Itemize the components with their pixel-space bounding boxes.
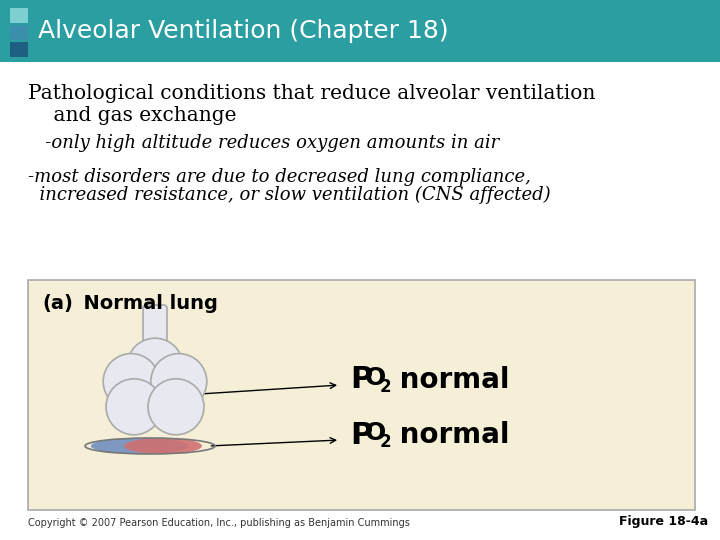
Text: P: P bbox=[350, 421, 372, 449]
Circle shape bbox=[127, 362, 183, 418]
Text: (a): (a) bbox=[42, 294, 73, 313]
Text: O: O bbox=[365, 366, 386, 390]
Text: Figure 18-4a: Figure 18-4a bbox=[619, 515, 708, 528]
Text: Alveolar Ventilation (Chapter 18): Alveolar Ventilation (Chapter 18) bbox=[38, 19, 449, 43]
Text: -only high altitude reduces oxygen amounts in air: -only high altitude reduces oxygen amoun… bbox=[28, 134, 499, 152]
Text: Pathological conditions that reduce alveolar ventilation: Pathological conditions that reduce alve… bbox=[28, 84, 595, 103]
FancyBboxPatch shape bbox=[143, 305, 167, 365]
Bar bbox=[0, 62, 720, 540]
Circle shape bbox=[127, 338, 183, 394]
Text: increased resistance, or slow ventilation (CNS affected): increased resistance, or slow ventilatio… bbox=[28, 186, 551, 204]
Bar bbox=[10, 25, 28, 40]
Text: 2: 2 bbox=[380, 433, 392, 451]
Text: normal: normal bbox=[390, 366, 510, 394]
Bar bbox=[10, 8, 28, 23]
Text: P: P bbox=[350, 366, 372, 395]
Text: and gas exchange: and gas exchange bbox=[28, 106, 236, 125]
Text: Copyright © 2007 Pearson Education, Inc., publishing as Benjamin Cummings: Copyright © 2007 Pearson Education, Inc.… bbox=[28, 518, 410, 528]
Bar bbox=[0, 0, 720, 62]
Bar bbox=[10, 42, 28, 57]
Circle shape bbox=[106, 379, 162, 435]
Circle shape bbox=[103, 354, 159, 410]
Ellipse shape bbox=[124, 438, 202, 454]
Ellipse shape bbox=[91, 438, 189, 454]
Circle shape bbox=[148, 379, 204, 435]
Text: -most disorders are due to decreased lung compliance,: -most disorders are due to decreased lun… bbox=[28, 168, 531, 186]
Text: normal: normal bbox=[390, 421, 510, 449]
Text: Normal lung: Normal lung bbox=[70, 294, 218, 313]
Text: 2: 2 bbox=[380, 378, 392, 396]
Circle shape bbox=[150, 354, 207, 410]
Bar bbox=[28, 280, 695, 510]
Text: O: O bbox=[365, 421, 386, 445]
